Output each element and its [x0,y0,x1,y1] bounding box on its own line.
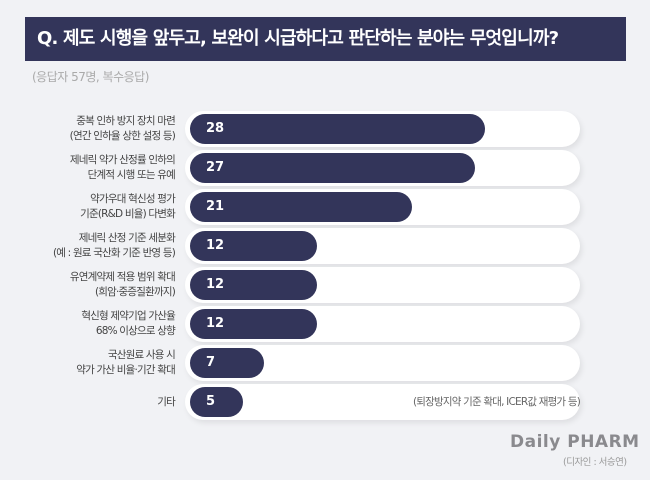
category-label-line: 유연계약제 적용 범위 확대 [69,271,176,283]
bar-value-label: 12 [206,277,225,292]
category-label-line: 혁신형 제약기업 가산율 [81,310,175,322]
bar: 21 [190,192,412,222]
bar-value-label: 28 [206,121,225,136]
bar-row: 유연계약제 적용 범위 확대 (희암·중증질환까지) 12 [0,267,650,303]
daily-pharm-logo: Daily PHARM [510,432,640,452]
category-label-line: (예 : 원료 국산화 기준 반영 등) [52,247,176,259]
category-label: 제네릭 산정 기준 세분화 (예 : 원료 국산화 기준 반영 등) [52,228,176,264]
category-label-line: 약가우대 혁신성 평가 [90,193,176,205]
bar-value-label: 12 [206,238,225,253]
category-label: 중복 인하 방지 장치 마련 (연간 인하율 상한 설정 등) [69,111,176,147]
category-label: 유연계약제 적용 범위 확대 (희암·중증질환까지) [69,267,176,303]
bar-note: (퇴장방지약 기준 확대, ICER값 재평가 등) [412,396,581,408]
bar: 5 [190,387,243,417]
category-label-line: (희암·중증질환까지) [94,286,176,298]
bar-row: 기타 5 (퇴장방지약 기준 확대, ICER값 재평가 등) [0,384,650,420]
bar-value-label: 7 [206,355,216,370]
category-label-line: 단계적 시행 또는 유예 [87,169,176,181]
category-label-line: 중복 인하 방지 장치 마련 [76,115,176,127]
category-label-line: 기타 [157,395,176,408]
category-label-line: 68% 이상으로 상향 [95,325,176,337]
bar-value-label: 21 [206,199,225,214]
bar: 12 [190,231,317,261]
bar-row: 혁신형 제약기업 가산율 68% 이상으로 상향 12 [0,306,650,342]
design-credit: (디자인 : 서승연) [563,457,627,468]
category-label-line: 국산원료 사용 시 [107,349,176,361]
bar: 7 [190,348,264,378]
bar: 28 [190,114,486,144]
bar-value-label: 12 [206,316,225,331]
bar-row: 중복 인하 방지 장치 마련 (연간 인하율 상한 설정 등) 28 [0,111,650,147]
category-label-line: 제네릭 약가 산정률 인하의 [69,154,176,166]
chart-title: Q. 제도 시행을 앞두고, 보완이 시급하다고 판단하는 분야는 무엇입니까? [25,17,626,61]
category-label-line: 약가 가산 비율·기간 확대 [76,364,176,376]
bar-row: 제네릭 산정 기준 세분화 (예 : 원료 국산화 기준 반영 등) 12 [0,228,650,264]
bar-track [185,384,580,420]
bar-value-label: 5 [206,394,216,409]
bar-value-label: 27 [206,160,225,175]
category-label-line: 제네릭 산정 기준 세분화 [78,232,176,244]
category-label-line: (연간 인하율 상한 설정 등) [69,130,176,142]
chart-subtitle: (응답자 57명, 복수응답) [32,70,149,84]
bar: 27 [190,153,475,183]
bar: 12 [190,270,317,300]
bar: 12 [190,309,317,339]
category-label: 기타 [157,384,176,420]
category-label-line: 기준(R&D 비율) 다변화 [80,208,176,220]
category-label: 혁신형 제약기업 가산율 68% 이상으로 상향 [81,306,175,342]
